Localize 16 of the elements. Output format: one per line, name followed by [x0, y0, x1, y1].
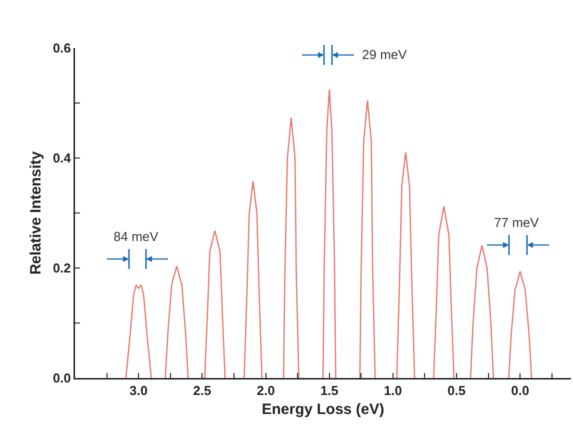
x-tick-label: 0.5 [448, 383, 466, 398]
x-tick-label: 1.0 [384, 383, 402, 398]
y-axis-title: Relative Intensity [27, 150, 44, 275]
y-tick-label: 0.2 [52, 260, 71, 276]
x-axis-title: Energy Loss (eV) [262, 400, 384, 418]
y-tick-label: 0.4 [52, 150, 72, 166]
y-tick-label: 0.6 [52, 40, 71, 56]
y-tick-label: 0.0 [52, 370, 71, 386]
annotation: 77 meV [494, 215, 539, 230]
x-tick-label: 0.0 [511, 383, 530, 398]
annotation: 29 meV [362, 47, 407, 62]
x-tick-label: 1.5 [320, 383, 338, 398]
x-tick-label: 2.0 [256, 383, 275, 398]
x-tick-label: 2.5 [193, 383, 212, 398]
annotation: 84 meV [114, 229, 158, 244]
x-tick-label: 3.0 [130, 383, 148, 398]
